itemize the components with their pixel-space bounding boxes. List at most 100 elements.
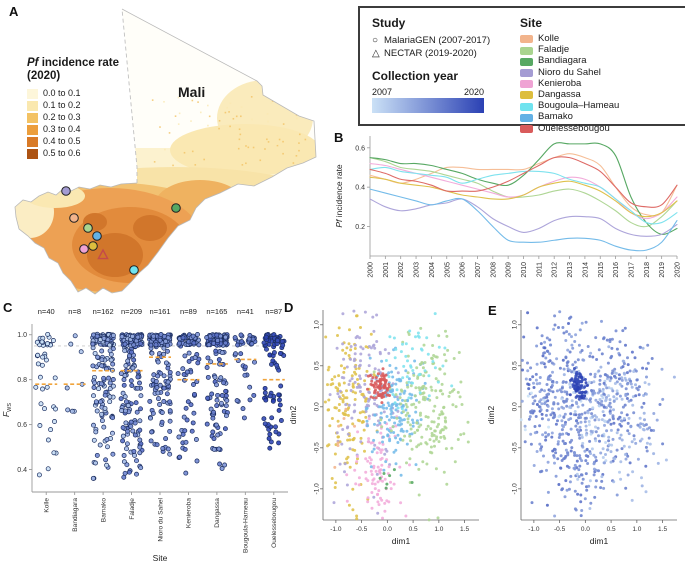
svg-text:-0.5: -0.5 [511, 442, 518, 454]
site-legend-label: Dangassa [538, 89, 581, 101]
svg-text:Dangassa: Dangassa [214, 498, 221, 528]
axes [320, 310, 479, 523]
site-legend-label: Bamako [538, 111, 573, 123]
svg-text:1.0: 1.0 [313, 320, 320, 329]
svg-text:0.6: 0.6 [17, 422, 27, 429]
x-axis-label: Site [153, 553, 168, 563]
svg-text:1.0: 1.0 [17, 332, 27, 339]
y-axis-label: dim2 [288, 406, 298, 425]
site-legend-label: Ouélessébougou [538, 122, 610, 134]
site-legend-label: Bandiagara [538, 55, 587, 67]
svg-text:1.0: 1.0 [434, 526, 443, 533]
svg-text:2017: 2017 [628, 262, 635, 278]
collection-year-title: Collection year [372, 69, 459, 83]
panel-label-d: D [284, 300, 294, 315]
study-item-malariagen: ○ MalariaGEN (2007-2017) [372, 35, 491, 46]
group-n-label: n=162 [93, 307, 114, 316]
svg-text:2003: 2003 [414, 262, 421, 278]
site-legend-item: Faladje [520, 44, 678, 56]
year-gradient-bar [372, 98, 484, 113]
line-series-nioro-du-sahel [369, 198, 678, 237]
svg-text:Kolle: Kolle [44, 498, 51, 513]
site-marker-kolle [69, 213, 79, 223]
map-legend-item: 0.5 to 0.6 [27, 148, 147, 159]
site-legend-item: Ouélessébougou [520, 122, 678, 135]
site-legend-label: Faladje [538, 44, 570, 56]
scatter-points [323, 309, 470, 522]
map-legend-title: Pf incidence rate (2020) [27, 57, 120, 82]
svg-text:2004: 2004 [429, 262, 436, 278]
svg-text:2008: 2008 [490, 262, 497, 278]
site-legend-item: Bandiagara [520, 56, 678, 67]
panel-label-c: C [3, 300, 13, 315]
svg-text:2015: 2015 [598, 262, 605, 278]
pca-scatter-by-site: -1.0 -0.5 0.0 0.5 1.0 1.5 -1.0 -0.5 0.0 0.5 1.0 dim… [288, 309, 479, 546]
site-legend-label: Kolle [538, 33, 560, 44]
x-axis-label: dim1 [590, 536, 609, 546]
country-label: Mali [178, 84, 206, 100]
color-swatch [520, 102, 533, 111]
tick-labels: 0.2 0.4 0.6 2000 2001 2002 2003 2004 2005 2006 200… [355, 145, 681, 277]
line-series-bougoula-hameau [369, 166, 678, 225]
map-incidence-legend: Pf incidence rate (2020) 0.0 to 0.1 0.1 … [27, 57, 147, 160]
svg-text:1.0: 1.0 [511, 320, 518, 329]
svg-text:Nioro du Sahel: Nioro du Sahel [157, 497, 164, 541]
site-title: Site [520, 16, 543, 30]
pca-scatter-by-year: -1.0 -0.5 0.0 0.5 1.0 1.5 -1.0 -0.5 0.0 0.5 1.0 dim… [486, 310, 677, 546]
svg-text:Faladje: Faladje [129, 498, 136, 520]
site-legend-item: Dangassa [520, 89, 678, 101]
site-legend-item: Bougoula–Hameau [520, 101, 678, 112]
svg-text:-0.5: -0.5 [313, 442, 320, 454]
panel-label-a: A [9, 4, 19, 19]
fws-strip-chart: 0.4 0.6 0.8 1.0 n=40 Kolle n=8 Bandiagara n=162 B… [1, 307, 288, 563]
svg-text:2012: 2012 [552, 262, 559, 278]
y-axis-label: Pf incidence rate [334, 164, 344, 228]
color-swatch [27, 136, 38, 147]
group-n-label: n=161 [149, 307, 170, 316]
year-start-label: 2007 [372, 87, 393, 97]
group-n-label: n=209 [121, 307, 142, 316]
svg-text:0.0: 0.0 [383, 526, 392, 533]
svg-text:2006: 2006 [460, 262, 467, 278]
svg-text:-0.5: -0.5 [554, 526, 566, 533]
site-legend-item: Kenieroba [520, 77, 678, 90]
group-n-label: n=87 [265, 307, 282, 316]
y-axis-label: dim2 [486, 406, 496, 425]
circle-marker-icon: ○ [372, 35, 379, 46]
svg-text:0.8: 0.8 [17, 377, 27, 384]
svg-text:0.4: 0.4 [355, 185, 365, 192]
svg-text:0.6: 0.6 [355, 145, 365, 152]
site-marker-dangassa [88, 241, 98, 251]
svg-text:2001: 2001 [383, 262, 390, 278]
figure-legend-box: Study ○ MalariaGEN (2007-2017) △ NECTAR … [358, 6, 685, 133]
site-marker-bougoula-hameau [129, 265, 139, 275]
svg-text:Bamako: Bamako [100, 498, 107, 523]
svg-text:Bandiagara: Bandiagara [72, 498, 79, 532]
tick-labels: 0.4 0.6 0.8 1.0 n=40 Kolle n=8 Bandiagara n=162 B… [17, 307, 282, 553]
study-item-nectar: △ NECTAR (2019-2020) [372, 48, 477, 59]
line-series-kolle [369, 153, 678, 217]
svg-text:-0.5: -0.5 [356, 526, 368, 533]
svg-text:-1.0: -1.0 [313, 483, 320, 495]
site-marker-bamako [92, 231, 102, 241]
svg-text:2013: 2013 [567, 262, 574, 278]
map-legend-item: 0.4 to 0.5 [27, 136, 147, 147]
svg-text:0.0: 0.0 [313, 402, 320, 411]
map-legend-item: 0.3 to 0.4 [27, 124, 147, 135]
tick-labels: -1.0 -0.5 0.0 0.5 1.0 1.5 -1.0 -0.5 0.0 0.5 1.0 [511, 320, 667, 533]
scatter-points [519, 310, 676, 518]
svg-text:Bougoula-Hameau: Bougoula-Hameau [243, 498, 250, 553]
group-n-label: n=41 [237, 307, 254, 316]
svg-text:0.5: 0.5 [607, 526, 616, 533]
site-legend-label: Kenieroba [538, 77, 582, 89]
svg-text:1.5: 1.5 [460, 526, 469, 533]
svg-text:2010: 2010 [521, 262, 528, 278]
legend-site-column: Site Kolle Faladje Bandiagara Nioro du Sahe… [520, 16, 678, 133]
color-swatch [520, 113, 533, 122]
color-swatch [520, 35, 533, 44]
svg-text:-1.0: -1.0 [511, 483, 518, 495]
color-swatch [520, 68, 533, 77]
svg-text:2007: 2007 [475, 262, 482, 278]
color-swatch [520, 80, 533, 89]
